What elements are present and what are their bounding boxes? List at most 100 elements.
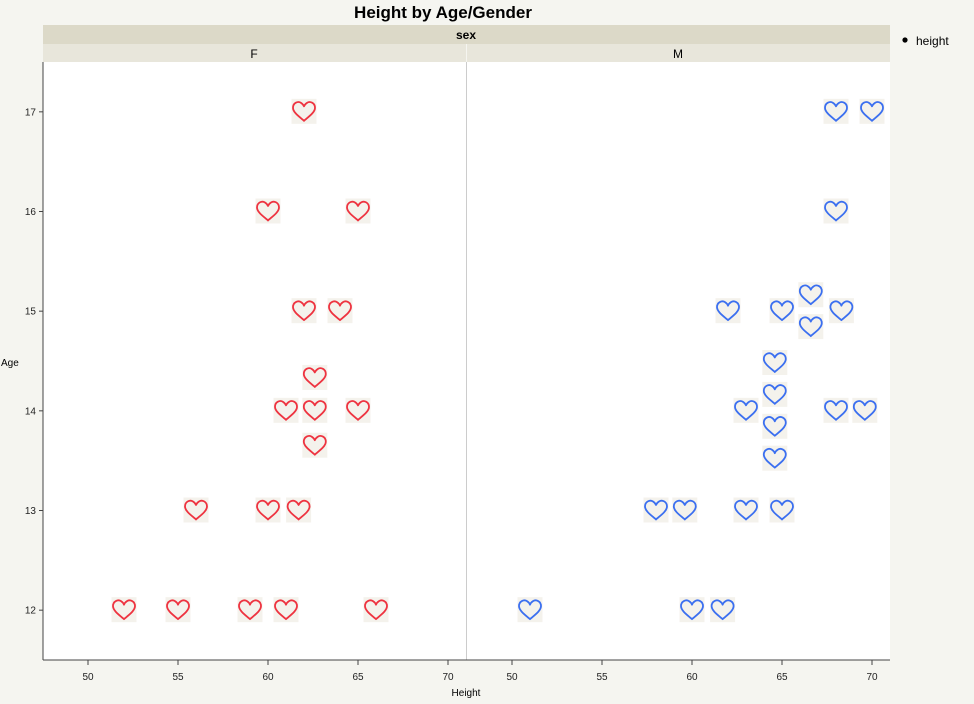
heart-icon (274, 400, 298, 421)
heart-icon (762, 352, 787, 373)
heart-point-m[interactable] (715, 298, 741, 324)
facet-variable-label: sex (456, 28, 476, 42)
heart-icon (166, 599, 190, 621)
heart-icon (346, 400, 370, 421)
x-tick-label: 65 (352, 672, 364, 683)
heart-point-f[interactable] (302, 364, 328, 390)
x-tick-label: 60 (262, 672, 274, 683)
heart-icon (716, 300, 740, 322)
facet-label-m: M (673, 47, 683, 61)
heart-icon (824, 101, 848, 122)
heart-point-f[interactable] (183, 497, 209, 523)
heart-icon (644, 499, 668, 521)
heart-icon (852, 400, 877, 421)
heart-point-m[interactable] (798, 282, 824, 308)
x-tick-label: 70 (866, 672, 878, 683)
heart-point-f[interactable] (165, 597, 191, 623)
heart-point-m[interactable] (762, 381, 788, 407)
heart-icon (302, 400, 327, 421)
heart-point-m[interactable] (643, 497, 669, 523)
heart-icon (860, 101, 884, 122)
heart-point-m[interactable] (762, 445, 788, 471)
heart-point-m[interactable] (769, 497, 795, 523)
facet-label-f: F (250, 47, 257, 61)
x-axis-label: Height (452, 688, 481, 699)
heart-point-f[interactable] (255, 198, 281, 224)
heart-point-f[interactable] (327, 298, 353, 324)
heart-icon (302, 367, 327, 388)
heart-icon (518, 599, 542, 621)
heart-point-f[interactable] (273, 397, 299, 423)
heart-icon (112, 599, 136, 621)
heart-point-f[interactable] (345, 198, 371, 224)
heart-point-m[interactable] (769, 298, 795, 324)
y-tick-label: 13 (25, 506, 37, 517)
heart-icon (364, 599, 388, 621)
x-tick-label: 60 (686, 672, 698, 683)
heart-icon (680, 599, 704, 621)
panel-m (467, 62, 890, 660)
heart-icon (829, 300, 854, 322)
heart-point-f[interactable] (273, 597, 299, 623)
heart-point-f[interactable] (302, 432, 328, 458)
heart-point-f[interactable] (345, 397, 371, 423)
heart-icon (798, 284, 823, 306)
heart-point-m[interactable] (828, 298, 854, 324)
heart-point-m[interactable] (733, 397, 759, 423)
heart-point-m[interactable] (823, 198, 849, 224)
heart-icon (770, 499, 794, 521)
heart-point-f[interactable] (237, 597, 263, 623)
heart-point-m[interactable] (762, 413, 788, 439)
heart-icon (346, 200, 370, 222)
x-tick-label: 70 (442, 672, 454, 683)
heart-point-f[interactable] (363, 597, 389, 623)
y-axis-label: Age (1, 358, 19, 369)
heart-point-f[interactable] (286, 497, 312, 523)
heart-icon (256, 200, 280, 222)
heart-icon (292, 300, 316, 322)
heart-icon (762, 384, 787, 405)
x-tick-label: 55 (596, 672, 608, 683)
heart-point-f[interactable] (111, 597, 137, 623)
x-axis-ticks: 50 55 60 65 70 50 55 60 65 70 (82, 660, 878, 683)
heart-icon (672, 499, 697, 521)
x-tick-label: 50 (82, 672, 94, 683)
x-tick-label: 65 (776, 672, 788, 683)
y-tick-label: 16 (25, 207, 37, 218)
heart-point-m[interactable] (823, 98, 849, 124)
heart-icon (302, 435, 327, 456)
facet-strip-m (467, 44, 890, 62)
x-tick-label: 50 (506, 672, 518, 683)
heart-point-m[interactable] (672, 497, 698, 523)
heart-icon (184, 499, 208, 521)
heart-point-f[interactable] (291, 98, 317, 124)
y-axis-ticks: 12 13 14 15 16 17 (25, 107, 43, 617)
heart-icon (762, 448, 787, 469)
heart-icon (770, 300, 794, 322)
heart-icon (256, 499, 280, 521)
heart-icon (798, 316, 823, 338)
facet-header-strip (43, 25, 890, 44)
panel-f (43, 62, 466, 660)
heart-icon (710, 599, 735, 621)
y-tick-label: 17 (25, 107, 37, 118)
heart-point-m[interactable] (798, 314, 824, 340)
heart-point-f[interactable] (302, 397, 328, 423)
heart-icon (292, 101, 316, 122)
heart-point-m[interactable] (710, 597, 736, 623)
heart-point-f[interactable] (291, 298, 317, 324)
heart-point-m[interactable] (733, 497, 759, 523)
heart-icon (734, 400, 758, 421)
heart-point-m[interactable] (762, 349, 788, 375)
heart-point-m[interactable] (859, 98, 885, 124)
legend-label[interactable]: height (916, 34, 949, 48)
heart-icon (286, 499, 311, 521)
heart-point-m[interactable] (679, 597, 705, 623)
heart-point-m[interactable] (517, 597, 543, 623)
heart-point-f[interactable] (255, 497, 281, 523)
heart-point-m[interactable] (823, 397, 849, 423)
heart-icon (824, 400, 848, 421)
y-tick-label: 12 (25, 606, 37, 617)
facet-strip-f (43, 44, 466, 62)
heart-point-m[interactable] (852, 397, 878, 423)
